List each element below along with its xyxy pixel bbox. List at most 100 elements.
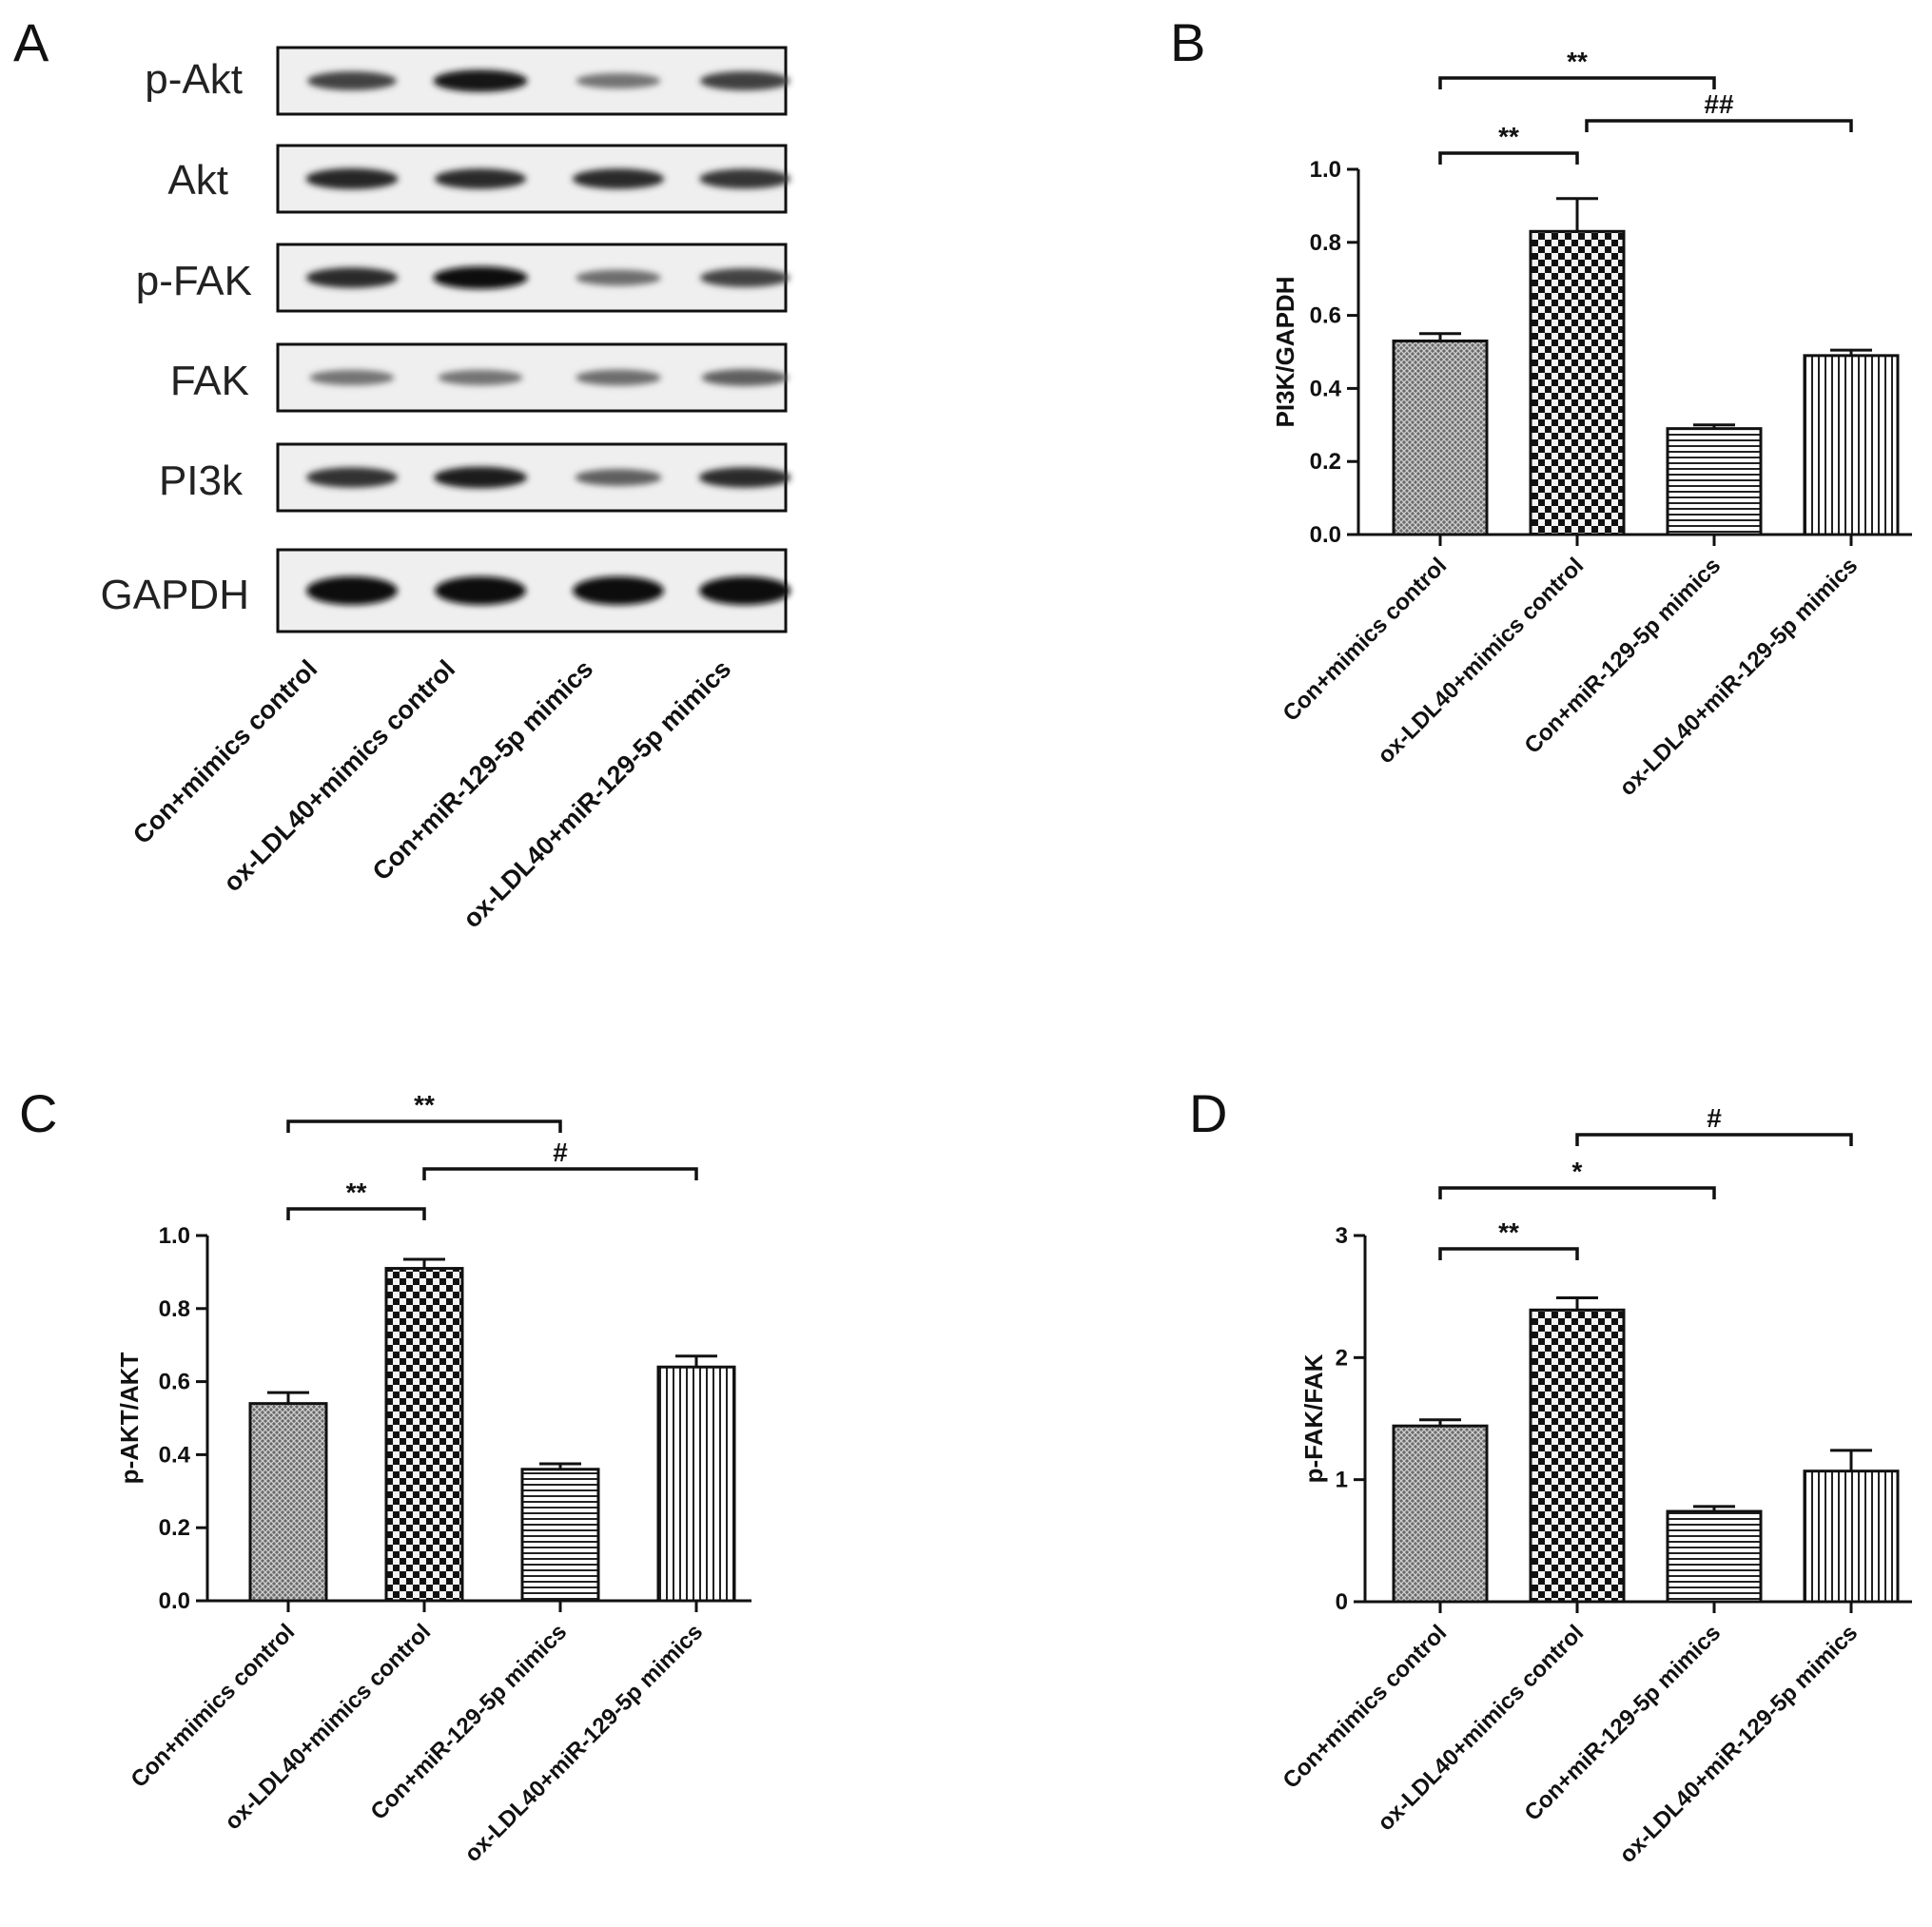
y-tick-label: 0.4 [159,1442,191,1468]
panel-letter-b: B [1170,12,1205,72]
bar-1 [1392,339,1489,536]
significance-bracket [286,1119,562,1133]
bar-2 [384,1267,464,1603]
y-tick-label: 0.6 [159,1370,190,1395]
wb-strip-p-akt [276,46,790,116]
bar-1 [248,1402,328,1603]
wb-band [305,267,399,288]
western-blot-panel: p-Akt Akt p-FAK FAK PI3k GAPDH Con+mimic… [101,46,791,933]
bar-3 [1666,427,1763,536]
wb-band [698,467,791,488]
y-tick-label: 2 [1336,1345,1348,1371]
wb-band [434,466,527,489]
wb-band [699,168,790,189]
x-category-label: ox-LDL40+miR-129-5p mimics [459,1619,708,1867]
y-tick-label: 0.6 [1310,303,1341,329]
wb-band [699,576,790,605]
wb-band [576,369,661,386]
y-tick-label: 1 [1336,1468,1348,1493]
wb-strip-p-fak [276,243,790,313]
bar-3 [1666,1509,1763,1604]
y-tick-label: 0.8 [159,1296,190,1322]
significance-label: ** [1567,47,1588,76]
wb-row-label-fak: FAK [170,358,249,404]
wb-row-label-pi3k: PI3k [159,457,244,504]
wb-band [700,268,790,287]
y-tick-label: 0.0 [159,1588,190,1614]
y-tick-label: 0.2 [1310,449,1341,475]
bar-2 [1529,229,1626,536]
significance-label: * [1572,1157,1583,1186]
wb-lane-label-3: Con+miR-129-5p mimics [367,654,598,886]
significance-bracket [1438,1247,1579,1260]
significance-bracket [1438,76,1716,89]
panel-letter-a: A [13,12,49,72]
y-tick-label: 0.4 [1310,376,1342,401]
y-tick-label: 0.2 [159,1515,190,1541]
wb-band [699,70,790,91]
x-category-label: ox-LDL40+miR-129-5p mimics [1614,553,1863,801]
bar-1 [1392,1424,1489,1604]
wb-band [305,168,399,189]
wb-lane-label-2: ox-LDL40+mimics control [218,654,460,897]
y-tick-label: 1.0 [1310,157,1341,183]
wb-band [434,168,527,189]
significance-bracket [1575,1133,1853,1146]
significance-bracket [1438,151,1579,165]
wb-strip-akt [276,144,790,214]
significance-bracket [1438,1186,1716,1199]
wb-band [433,69,528,92]
wb-row-label-p-fak: p-FAK [136,258,252,304]
x-category-label: ox-LDL40+miR-129-5p mimics [1614,1620,1863,1868]
wb-row-label-gapdh: GAPDH [101,572,249,618]
significance-bracket [1585,119,1853,132]
wb-band [433,266,528,289]
y-tick-label: 1.0 [159,1223,190,1249]
wb-band [307,71,397,90]
y-axis-title: p-AKT/AKT [115,1353,144,1485]
panel-letter-c: C [19,1083,57,1143]
significance-label: ** [1498,122,1519,151]
wb-band [572,168,665,189]
significance-label: # [553,1138,568,1167]
wb-strip-pi3k [276,442,791,513]
wb-band [438,369,523,386]
significance-label: ** [346,1178,367,1207]
wb-band [309,369,395,386]
significance-label: ** [414,1090,435,1119]
wb-strip-gapdh [276,548,790,633]
y-tick-label: 3 [1336,1223,1348,1249]
wb-band [576,72,661,89]
panel-letter-d: D [1189,1083,1227,1143]
significance-label: ## [1704,89,1734,119]
y-axis-title: PI3K/GAPDH [1271,277,1299,428]
bar-3 [520,1468,600,1603]
bar-4 [1803,354,1900,536]
wb-band [575,469,662,486]
wb-band [573,576,664,605]
significance-label: # [1707,1103,1722,1133]
wb-band [435,576,526,605]
bar-2 [1529,1308,1626,1604]
bar-4 [1803,1470,1900,1604]
wb-row-label-p-akt: p-Akt [145,56,243,103]
y-tick-label: 0.0 [1310,522,1341,548]
wb-band [576,269,661,286]
significance-bracket [286,1207,426,1220]
wb-row-label-akt: Akt [167,157,228,204]
wb-strip-fak [276,342,789,413]
wb-band [701,369,789,386]
bar-4 [656,1365,736,1603]
wb-band [306,467,398,488]
wb-lane-label-4: ox-LDL40+miR-129-5p mimics [458,654,736,933]
significance-bracket [422,1167,698,1180]
significance-label: ** [1498,1217,1519,1247]
wb-band [306,576,398,605]
y-tick-label: 0 [1336,1589,1348,1615]
y-axis-title: p-FAK/FAK [1299,1353,1328,1483]
y-tick-label: 0.8 [1310,230,1341,256]
